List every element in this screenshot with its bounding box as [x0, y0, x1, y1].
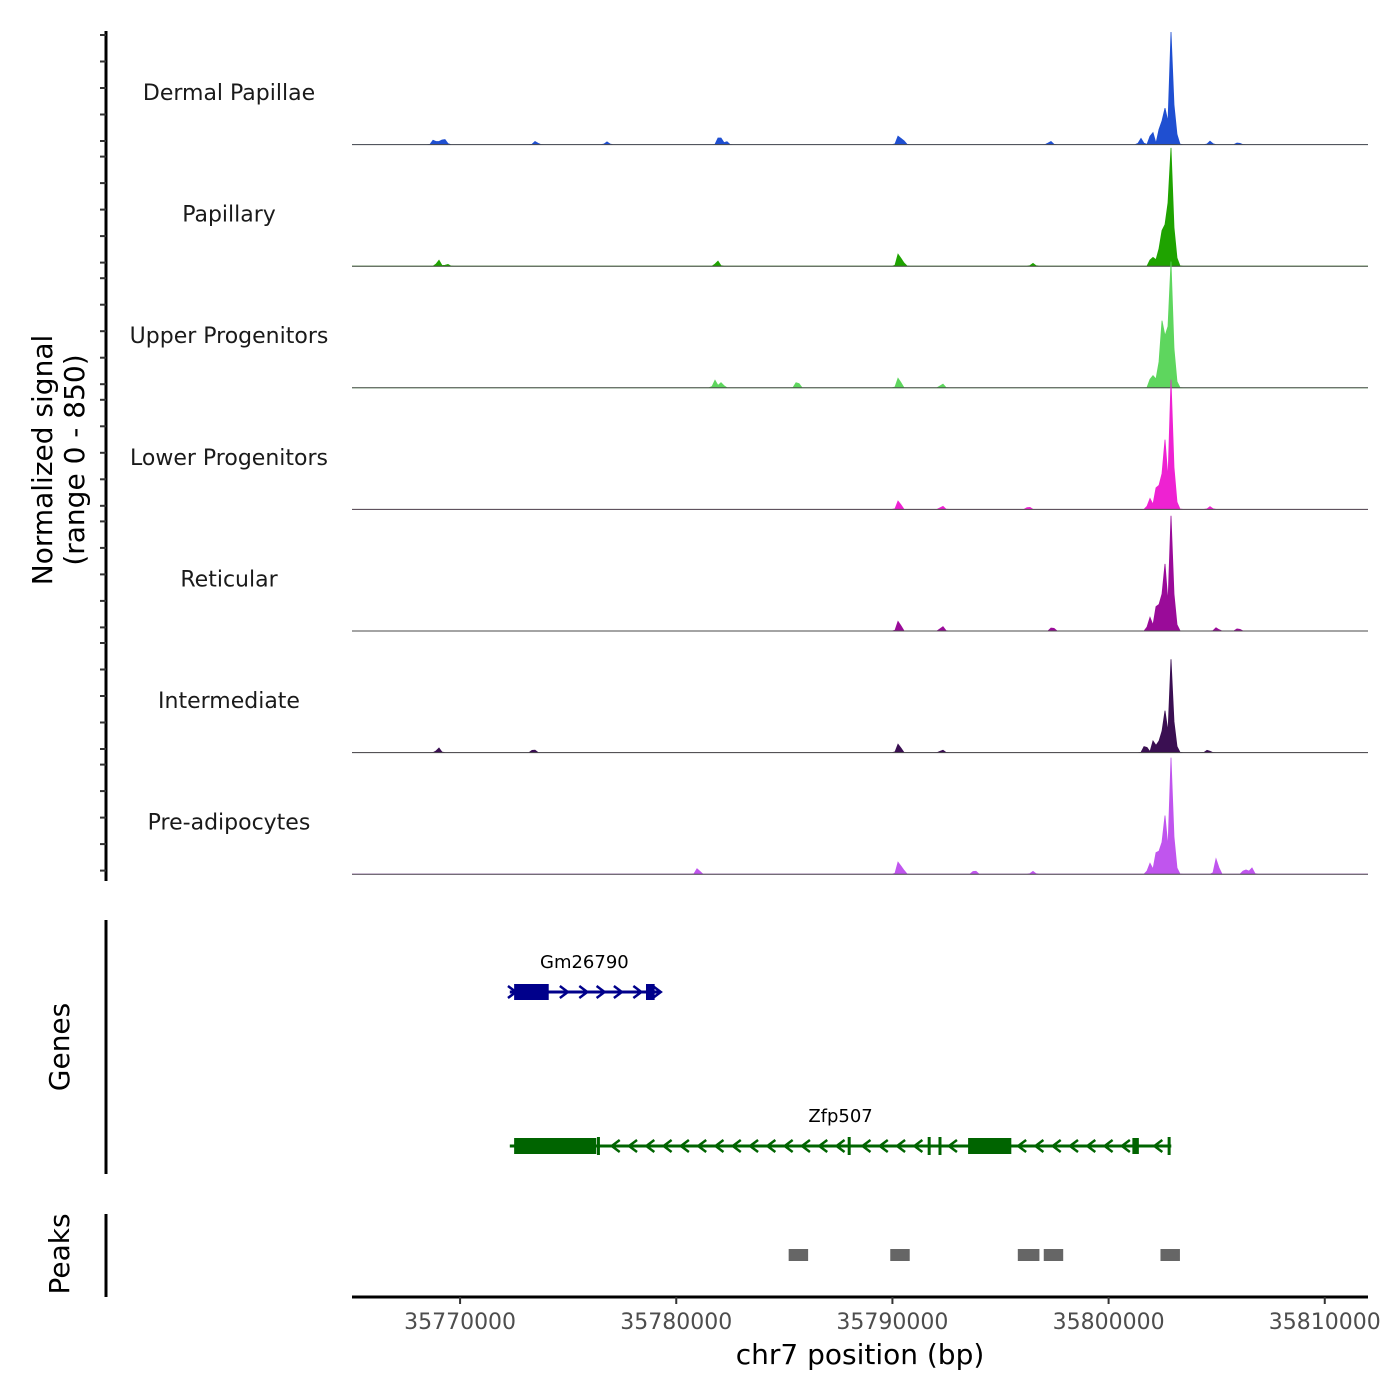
gene-strand-arrow	[696, 1139, 707, 1153]
gene-strand-arrow	[946, 1139, 958, 1153]
gene-strand-arrow	[644, 1139, 656, 1153]
gene-exon	[514, 984, 549, 1000]
gene-strand-arrow	[1102, 1139, 1114, 1153]
signal-area	[352, 757, 1368, 875]
peak-region	[788, 1249, 809, 1261]
signal-track-3: Upper Progenitors	[130, 261, 1368, 389]
signal-track-2: Papillary	[182, 147, 1368, 267]
gene-strand-arrow	[678, 1139, 690, 1153]
x-axis-tick-label: 35800000	[1053, 1310, 1165, 1335]
signal-track-5: Reticular	[180, 515, 1368, 632]
gene-strand-arrow	[834, 1139, 846, 1153]
gene-exon	[968, 1138, 1012, 1154]
peak-region	[890, 1249, 910, 1261]
gene-strand-arrow	[1067, 1139, 1079, 1153]
gene-strand-arrow	[1152, 1139, 1164, 1153]
x-axis-tick-label: 35780000	[620, 1310, 732, 1335]
gene-strand-arrow	[1033, 1139, 1045, 1153]
gene-strand-arrow	[578, 985, 590, 999]
gene-label: Zfp507	[808, 1106, 872, 1127]
signal-area	[352, 515, 1368, 632]
gene-strand-arrow	[860, 1139, 872, 1153]
peak-region	[1160, 1249, 1180, 1261]
signal-area	[352, 379, 1368, 510]
gene-strand-arrow	[747, 1139, 759, 1153]
gene-strand-arrow	[713, 1139, 725, 1153]
gene-strand-arrow	[559, 985, 570, 999]
gene-strand-arrow	[1085, 1139, 1097, 1153]
signal-track-4: Lower Progenitors	[130, 379, 1368, 510]
gene-strand-arrow	[912, 1139, 924, 1153]
signal-tracks: Dermal Papillae Papillary Upper Progenitor…	[130, 32, 1368, 875]
signal-area	[352, 147, 1368, 267]
gene-zfp507: Zfp507	[509, 1106, 1172, 1155]
x-axis-title: chr7 position (bp)	[736, 1338, 985, 1371]
signal-track-6: Intermediate	[158, 659, 1368, 754]
signal-track-label: Lower Progenitors	[130, 446, 328, 471]
gene-strand-arrow	[661, 1139, 673, 1153]
gene-strand-arrow	[609, 1139, 621, 1153]
gene-strand-arrow	[799, 1139, 811, 1153]
gene-strand-arrow	[626, 1139, 638, 1153]
gene-label: Gm26790	[540, 952, 629, 973]
x-axis-tick-label: 35790000	[836, 1310, 948, 1335]
x-axis-tick-label: 35770000	[404, 1310, 516, 1335]
gene-strand-arrow	[877, 1139, 889, 1153]
signal-track-label: Reticular	[180, 567, 278, 592]
signal-track-1: Dermal Papillae	[143, 32, 1368, 146]
peaks-track-title: Peaks	[43, 1213, 76, 1294]
signal-area	[352, 32, 1368, 145]
gene-exon	[645, 984, 655, 1000]
signal-track-label: Papillary	[182, 203, 276, 228]
peak-region	[1017, 1249, 1040, 1261]
gene-strand-arrow	[1050, 1139, 1062, 1153]
genes-track-title: Genes	[43, 1003, 76, 1091]
gene-gm26790: Gm26790	[507, 952, 663, 1000]
gene-exon	[514, 1138, 597, 1154]
gene-strand-arrow	[817, 1139, 829, 1153]
gene-strand-arrow	[632, 985, 644, 999]
signal-track-label: Dermal Papillae	[143, 81, 315, 106]
gene-strand-arrow	[507, 985, 519, 999]
peak-region	[1043, 1249, 1064, 1261]
genes-track: Gm26790 Zfp507	[507, 952, 1172, 1155]
signal-y-axis	[100, 31, 108, 881]
gene-strand-arrow	[595, 985, 607, 999]
signal-track-label: Intermediate	[158, 689, 300, 714]
signal-track-label: Pre-adipocytes	[148, 811, 311, 836]
signal-y-axis-title-line2: (range 0 - 850)	[58, 354, 91, 565]
gene-strand-arrow	[1119, 1139, 1131, 1153]
gene-strand-arrow	[613, 985, 624, 999]
gene-exon	[1132, 1138, 1139, 1154]
signal-y-axis-title-line1: Normalized signal	[26, 335, 59, 586]
signal-track-7: Pre-adipocytes	[148, 757, 1368, 875]
gene-strand-arrow	[894, 1139, 906, 1153]
signal-area	[352, 261, 1368, 389]
gene-strand-arrow	[730, 1139, 742, 1153]
gene-strand-arrow	[782, 1139, 794, 1153]
gene-strand-arrow	[652, 985, 663, 999]
gene-strand-arrow	[765, 1139, 777, 1153]
signal-area	[352, 659, 1368, 753]
x-axis: 35770000 35780000 35790000 35800000 35810000	[352, 1295, 1381, 1335]
peaks-track	[788, 1249, 1180, 1261]
x-axis-tick-label: 35810000	[1269, 1310, 1381, 1335]
gene-strand-arrow	[1016, 1139, 1027, 1153]
signal-track-label: Upper Progenitors	[130, 324, 329, 349]
